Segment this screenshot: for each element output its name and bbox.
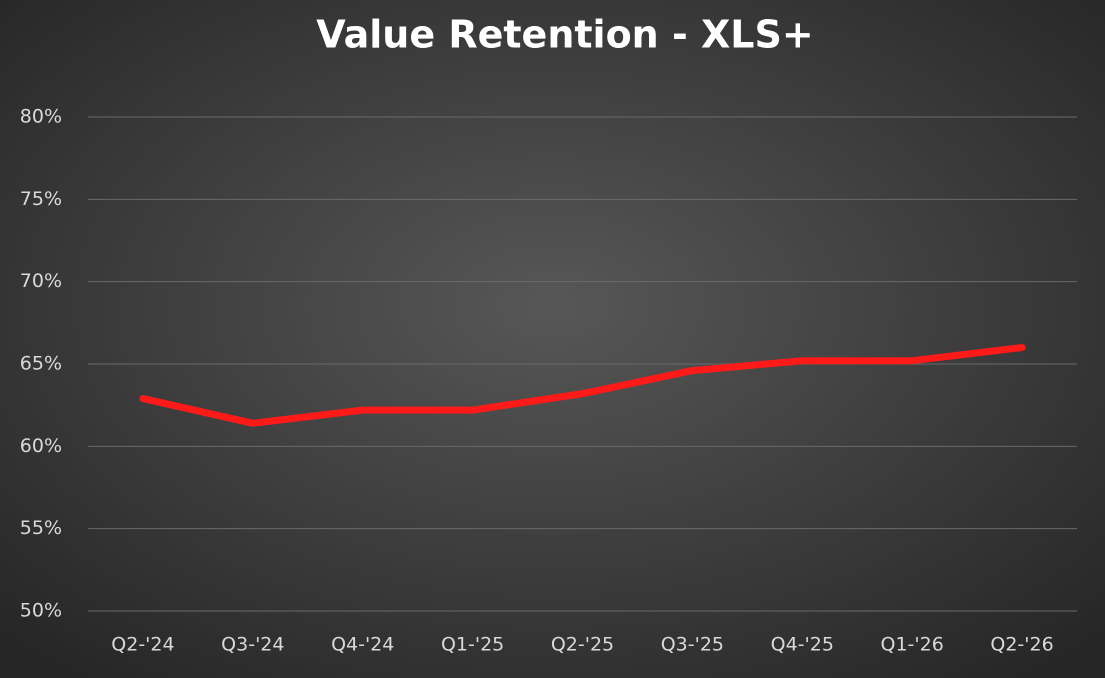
x-tick-label: Q4-'25: [771, 634, 834, 656]
x-tick-label: Q1-'25: [441, 634, 504, 656]
y-tick-label: 75%: [20, 188, 62, 210]
x-tick-label: Q1-'26: [881, 634, 944, 656]
y-tick-label: 70%: [20, 270, 62, 292]
chart-title: Value Retention - XLS+: [316, 13, 813, 57]
x-tick-label: Q2-'24: [111, 634, 174, 656]
x-tick-label: Q2-'25: [551, 634, 614, 656]
y-tick-label: 60%: [20, 435, 62, 457]
y-tick-label: 50%: [20, 600, 62, 622]
data-line: [139, 344, 1026, 427]
y-tick-label: 80%: [20, 106, 62, 128]
x-tick-label: Q3-'25: [661, 634, 724, 656]
x-tick-label: Q3-'24: [221, 634, 284, 656]
x-tick-label: Q2-'26: [990, 634, 1053, 656]
y-tick-label: 65%: [20, 353, 62, 375]
y-tick-label: 55%: [20, 517, 62, 539]
x-tick-label: Q4-'24: [331, 634, 394, 656]
